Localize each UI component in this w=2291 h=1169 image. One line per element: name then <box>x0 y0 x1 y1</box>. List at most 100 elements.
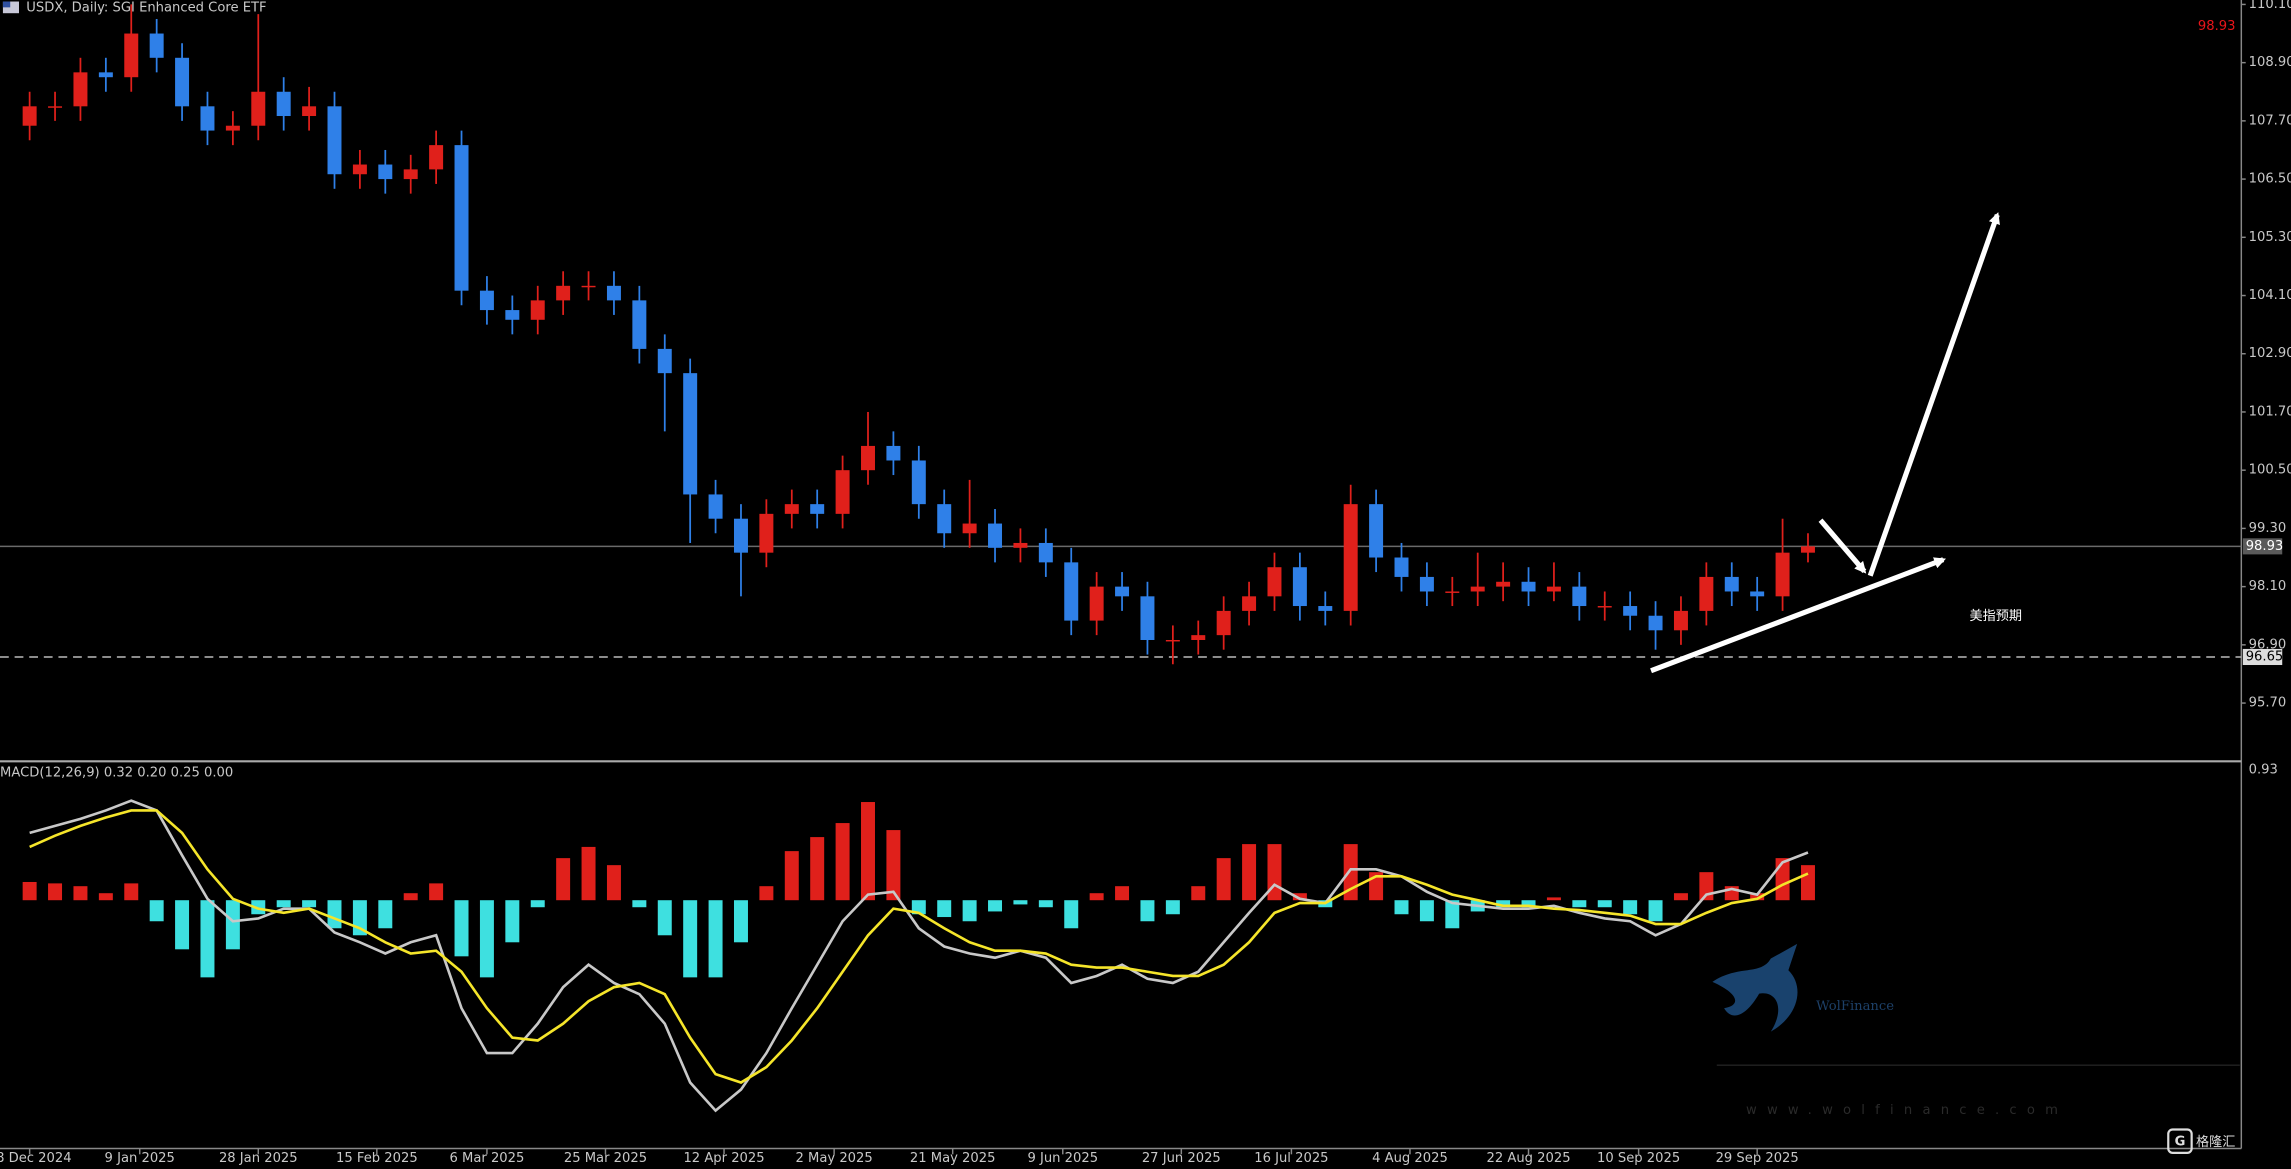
y-tick-label: 108.90 <box>2249 55 2291 70</box>
histogram-bar <box>1191 886 1206 901</box>
candle-body <box>1623 606 1638 616</box>
histogram-bar <box>632 900 647 908</box>
arrow <box>1867 212 2000 577</box>
histogram-bar <box>1800 865 1815 901</box>
y-tick-label: 105.30 <box>2249 230 2291 245</box>
candle-body <box>1318 606 1333 611</box>
histogram-bar <box>1445 900 1460 929</box>
histogram-bar <box>1623 900 1638 915</box>
candle-body <box>708 494 723 519</box>
candle-body <box>1242 596 1257 611</box>
candle-body <box>556 285 571 301</box>
candle-body <box>1140 596 1155 640</box>
histogram-bar <box>937 900 952 918</box>
histogram-bar <box>810 837 825 901</box>
histogram-bar <box>1013 900 1028 905</box>
histogram-bar <box>149 900 164 922</box>
candle-body <box>1496 581 1511 587</box>
histogram-bar <box>1064 900 1079 929</box>
macd-title: MACD(12,26,9) 0.32 0.20 0.25 0.00 <box>0 765 233 780</box>
histogram-bar <box>784 851 799 901</box>
histogram-bar <box>657 900 672 936</box>
candle-body <box>1775 552 1790 597</box>
histogram-bar <box>988 900 1003 912</box>
candle-body <box>505 310 520 320</box>
histogram-bar <box>175 900 190 950</box>
histogram-bar <box>962 900 977 922</box>
y-tick-label: 110.10 <box>2249 0 2291 12</box>
candle-body <box>200 106 215 131</box>
candle-body <box>937 504 952 534</box>
candle-body <box>429 145 444 170</box>
candle-body <box>1572 586 1587 607</box>
candle-body <box>479 290 494 311</box>
candle-body <box>1597 606 1612 608</box>
histogram-bar <box>403 893 418 901</box>
x-tick-label: 21 May 2025 <box>910 1151 996 1166</box>
candle-body <box>530 300 545 320</box>
x-tick-label: 29 Sep 2025 <box>1716 1151 1799 1166</box>
x-tick-label: 10 Sep 2025 <box>1597 1151 1680 1166</box>
candle-body <box>1064 562 1079 621</box>
candle-body <box>403 169 418 180</box>
candle-body <box>1267 567 1282 597</box>
source-icon <box>2167 1128 2193 1154</box>
histogram-bar <box>479 900 494 978</box>
candle-body <box>1216 610 1231 636</box>
histogram-bar <box>1394 900 1409 915</box>
source-name: 格隆汇 <box>2196 1134 2235 1150</box>
candle-body <box>861 445 875 471</box>
histogram-bar <box>835 823 850 901</box>
watermark-url: www.wolfinance.com <box>1746 1103 2068 1118</box>
candle-body <box>175 57 190 107</box>
macd-line <box>29 809 1809 1084</box>
histogram-bar <box>302 900 317 908</box>
histogram-bar <box>1673 893 1688 901</box>
candle-body <box>1419 576 1434 592</box>
candle-body <box>1750 591 1765 597</box>
candle-body <box>1546 586 1561 592</box>
x-tick-label: 16 Jul 2025 <box>1254 1151 1328 1166</box>
header-flag-canton <box>2 1 11 8</box>
candle-body <box>1724 576 1739 592</box>
histogram-bar <box>606 865 621 901</box>
candle-body <box>886 445 901 461</box>
candle-body <box>378 164 393 180</box>
histogram-bar <box>530 900 545 908</box>
x-tick-label: 18 Dec 2024 <box>0 1151 72 1166</box>
histogram-bar <box>1750 893 1765 901</box>
y-tick-label: 104.10 <box>2249 288 2291 303</box>
x-tick-label: 4 Aug 2025 <box>1372 1151 1448 1166</box>
y-tick-label: 96.90 <box>2249 637 2287 652</box>
x-tick-label: 28 Jan 2025 <box>219 1151 298 1166</box>
source-icon-letter: G <box>2175 1134 2186 1149</box>
candle-body <box>657 348 672 374</box>
candle-body <box>1470 586 1485 592</box>
candle-body <box>352 164 367 175</box>
y-tick-label: 99.30 <box>2249 521 2287 536</box>
candle-body <box>302 106 317 117</box>
watermark-brand: WolFinance <box>1816 999 1894 1014</box>
candle-body <box>22 106 37 126</box>
histogram-bar <box>200 900 215 978</box>
candle-body <box>454 145 469 291</box>
x-tick-label: 25 Mar 2025 <box>564 1151 647 1166</box>
candle-body <box>988 523 1003 548</box>
x-tick-label: 2 May 2025 <box>796 1151 873 1166</box>
candle-body <box>1369 504 1384 558</box>
histogram-bar <box>1292 893 1307 901</box>
arrow <box>1818 518 1867 574</box>
y-tick-label: 101.70 <box>2249 404 2291 419</box>
histogram-bar <box>124 883 139 901</box>
x-tick-label: 12 Apr 2025 <box>683 1151 764 1166</box>
histogram-bar <box>556 858 571 901</box>
candle-body <box>1445 591 1460 593</box>
candle-body <box>683 373 698 495</box>
candle-body <box>733 518 748 553</box>
histogram-bar <box>886 830 901 901</box>
histogram-bar <box>276 900 291 908</box>
histogram-bar <box>861 802 875 901</box>
histogram-bar <box>429 883 444 901</box>
